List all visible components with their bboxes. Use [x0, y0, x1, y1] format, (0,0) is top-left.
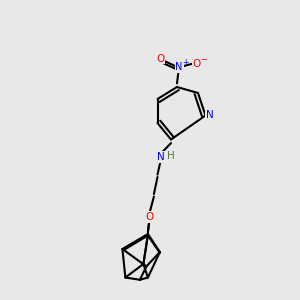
Text: N: N — [206, 110, 214, 121]
Text: N: N — [157, 152, 165, 162]
Text: −: − — [200, 55, 208, 64]
Text: H: H — [167, 151, 175, 161]
Text: +: + — [182, 58, 188, 67]
Text: O: O — [156, 53, 165, 64]
Text: O: O — [145, 212, 154, 222]
Text: O: O — [192, 59, 201, 69]
Text: N: N — [176, 62, 183, 72]
